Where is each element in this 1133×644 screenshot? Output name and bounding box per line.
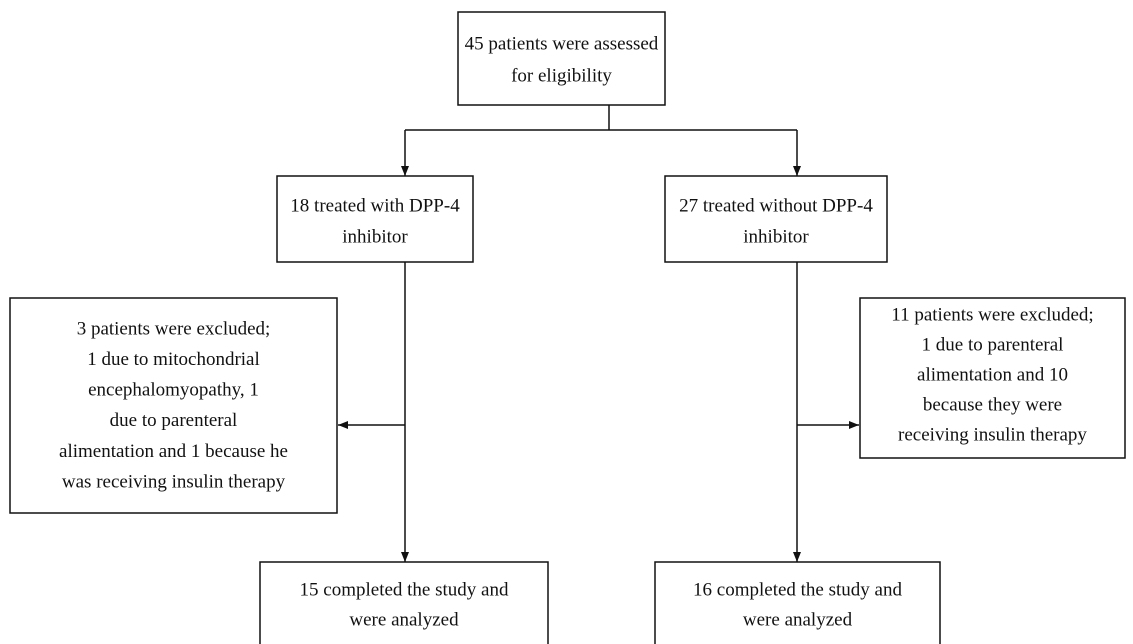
- node-text: 1 due to parenteral: [922, 334, 1064, 355]
- node-text: 3 patients were excluded;: [77, 318, 271, 339]
- connector: [405, 105, 797, 131]
- node-text: because they were: [923, 394, 1062, 415]
- node-text: were analyzed: [349, 609, 459, 630]
- node-box: [859, 297, 1126, 459]
- node-text: 1 due to mitochondrial: [87, 349, 260, 370]
- node-text: encephalomyopathy, 1: [88, 380, 259, 401]
- node-text: inhibitor: [342, 226, 408, 247]
- node-text: was receiving insulin therapy: [62, 471, 286, 492]
- node-text: were analyzed: [743, 609, 853, 630]
- node-text: 11 patients were excluded;: [891, 304, 1093, 325]
- node-text: 15 completed the study and: [300, 579, 509, 600]
- node-text: alimentation and 1 because he: [59, 441, 288, 462]
- node-box: [259, 561, 549, 644]
- node-text: inhibitor: [743, 226, 809, 247]
- node-text: due to parenteral: [110, 410, 238, 431]
- node-box: [457, 11, 666, 106]
- node-box: [276, 175, 474, 263]
- node-text: 45 patients were assessed: [465, 33, 659, 54]
- node-text: receiving insulin therapy: [898, 424, 1087, 445]
- node-text: 18 treated with DPP-4: [290, 195, 460, 216]
- node-text: alimentation and 10: [917, 364, 1068, 385]
- node-text: 16 completed the study and: [693, 579, 902, 600]
- node-box: [654, 561, 941, 644]
- node-text: 27 treated without DPP-4: [679, 195, 873, 216]
- node-box: [9, 297, 338, 514]
- node-box: [664, 175, 888, 263]
- node-text: for eligibility: [511, 65, 612, 86]
